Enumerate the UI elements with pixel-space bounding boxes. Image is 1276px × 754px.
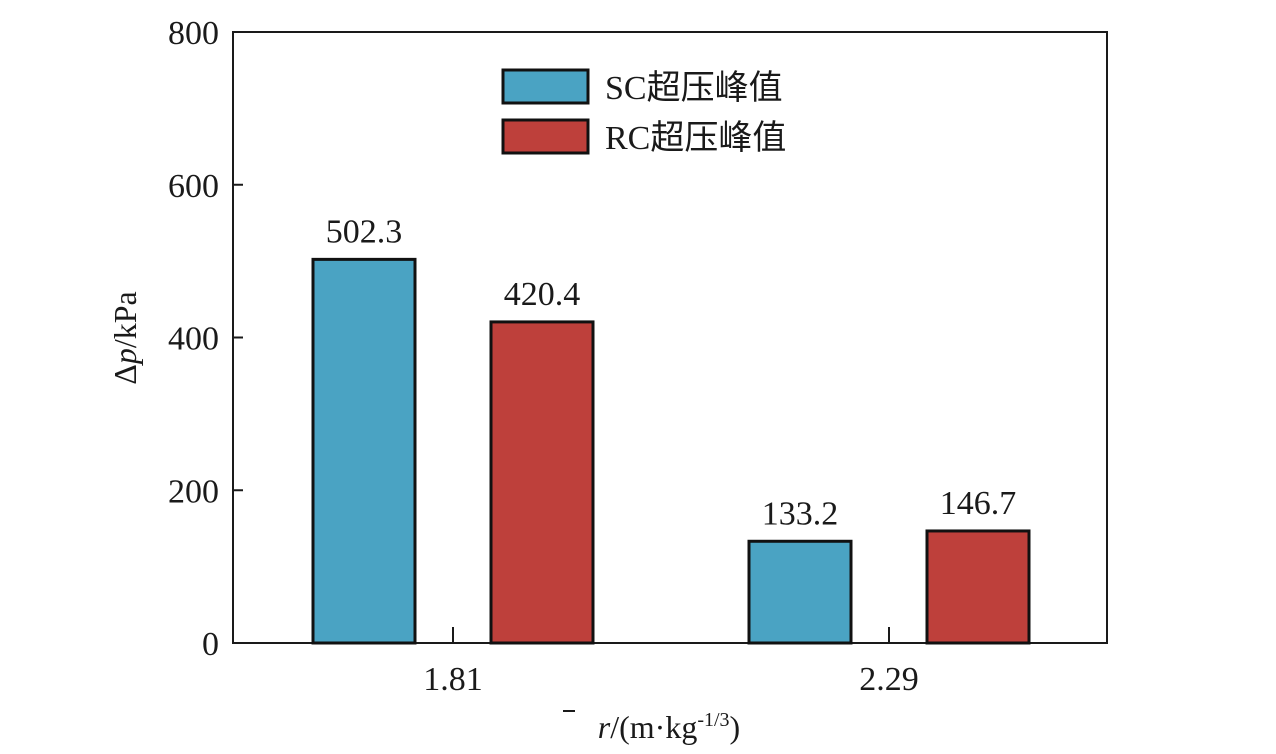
y-tick-label-0: 0 — [202, 626, 219, 663]
data-labels-layer: 502.3 420.4 133.2 146.7 — [326, 213, 1017, 532]
data-label-sc-1: 133.2 — [762, 495, 839, 532]
data-label-sc-0: 502.3 — [326, 213, 403, 250]
y-axis-title: Δp/kPa — [107, 291, 143, 384]
legend-swatch-rc — [501, 118, 590, 155]
bar-sc-0 — [311, 257, 417, 645]
bar-rc-1 — [925, 529, 1031, 645]
y-tick-label-3: 600 — [168, 168, 219, 205]
bars-layer — [311, 257, 1031, 645]
x-axis-title: r/(m·kg-1/3) — [598, 709, 740, 745]
legend-label-sc: SC超压峰值 — [605, 69, 783, 107]
bar-rc-0 — [489, 320, 595, 645]
x-tick-label-0: 1.81 — [423, 661, 483, 698]
y-tick-label-1: 200 — [168, 473, 219, 510]
x-tick-label-1: 2.29 — [859, 661, 919, 698]
y-tick-label-2: 400 — [168, 321, 219, 358]
data-label-rc-0: 420.4 — [504, 276, 581, 313]
x-axis: 1.81 2.29 — [423, 627, 919, 698]
bar-sc-1 — [747, 539, 853, 645]
legend-swatch-sc — [501, 68, 590, 105]
data-label-rc-1: 146.7 — [940, 485, 1017, 522]
legend: SC超压峰值 RC超压峰值 — [501, 68, 786, 157]
y-tick-label-4: 800 — [168, 15, 219, 52]
y-axis: 0 200 400 600 800 — [168, 15, 243, 663]
legend-label-rc: RC超压峰值 — [605, 119, 786, 157]
